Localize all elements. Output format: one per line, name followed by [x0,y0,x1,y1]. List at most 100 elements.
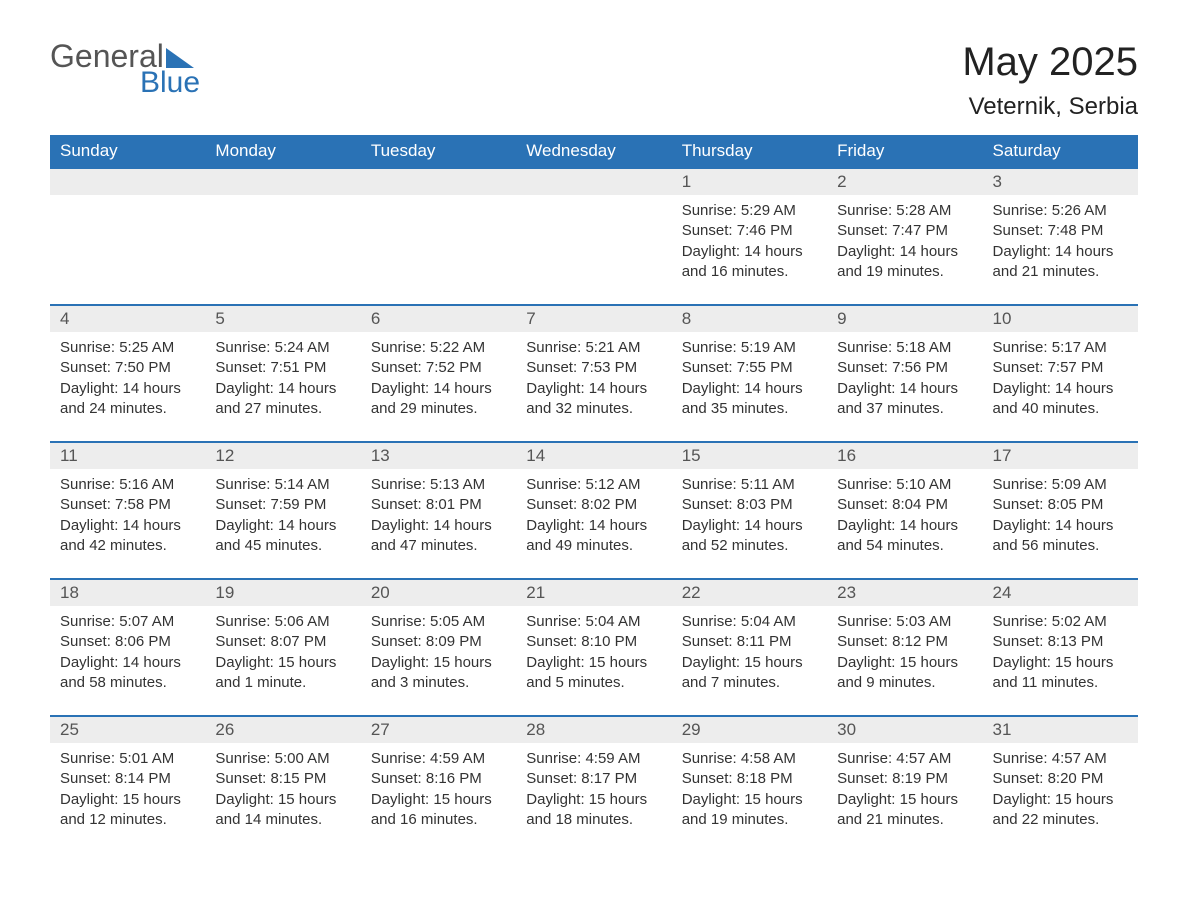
sunset-line: Sunset: 7:52 PM [371,358,506,378]
day-cell: Sunrise: 5:04 AMSunset: 8:10 PMDaylight:… [516,606,671,716]
day-cell: Sunrise: 5:17 AMSunset: 7:57 PMDaylight:… [983,332,1138,442]
day-number: 1 [672,168,827,195]
day-cell: Sunrise: 5:03 AMSunset: 8:12 PMDaylight:… [827,606,982,716]
sunset-line: Sunset: 8:11 PM [682,632,817,652]
daylight-line: Daylight: 14 hours and 16 minutes. [682,242,817,283]
sunrise-line: Sunrise: 5:21 AM [526,338,661,358]
daylight-line: Daylight: 14 hours and 24 minutes. [60,379,195,420]
empty-cell [361,195,516,305]
logo-text-bottom: Blue [50,68,200,98]
day-number: 25 [50,716,205,743]
sunrise-line: Sunrise: 5:04 AM [526,612,661,632]
weekday-header: Saturday [983,135,1138,168]
sunrise-line: Sunrise: 5:26 AM [993,201,1128,221]
day-body-row: Sunrise: 5:01 AMSunset: 8:14 PMDaylight:… [50,743,1138,852]
sunset-line: Sunset: 8:16 PM [371,769,506,789]
day-cell: Sunrise: 5:00 AMSunset: 8:15 PMDaylight:… [205,743,360,852]
sunset-line: Sunset: 8:20 PM [993,769,1128,789]
day-body-row: Sunrise: 5:25 AMSunset: 7:50 PMDaylight:… [50,332,1138,442]
month-title: May 2025 [962,40,1138,85]
sunrise-line: Sunrise: 4:59 AM [526,749,661,769]
logo-triangle-icon [166,48,194,68]
sunrise-line: Sunrise: 5:10 AM [837,475,972,495]
sunset-line: Sunset: 8:01 PM [371,495,506,515]
daylight-line: Daylight: 15 hours and 5 minutes. [526,653,661,694]
sunrise-line: Sunrise: 5:07 AM [60,612,195,632]
sunset-line: Sunset: 7:50 PM [60,358,195,378]
sunset-line: Sunset: 8:05 PM [993,495,1128,515]
weekday-header: Monday [205,135,360,168]
empty-cell [205,168,360,195]
day-cell: Sunrise: 5:04 AMSunset: 8:11 PMDaylight:… [672,606,827,716]
daylight-line: Daylight: 14 hours and 37 minutes. [837,379,972,420]
header: General Blue May 2025 Veternik, Serbia [50,40,1138,121]
day-number-row: 123 [50,168,1138,195]
daylight-line: Daylight: 14 hours and 29 minutes. [371,379,506,420]
day-number: 4 [50,305,205,332]
day-number-row: 11121314151617 [50,442,1138,469]
day-number: 16 [827,442,982,469]
daylight-line: Daylight: 15 hours and 7 minutes. [682,653,817,694]
day-number: 5 [205,305,360,332]
sunset-line: Sunset: 8:09 PM [371,632,506,652]
day-number: 17 [983,442,1138,469]
day-cell: Sunrise: 4:58 AMSunset: 8:18 PMDaylight:… [672,743,827,852]
sunset-line: Sunset: 7:51 PM [215,358,350,378]
day-number: 31 [983,716,1138,743]
calendar-table: SundayMondayTuesdayWednesdayThursdayFrid… [50,135,1138,852]
weekday-header: Thursday [672,135,827,168]
day-cell: Sunrise: 4:57 AMSunset: 8:19 PMDaylight:… [827,743,982,852]
day-cell: Sunrise: 5:16 AMSunset: 7:58 PMDaylight:… [50,469,205,579]
day-number: 3 [983,168,1138,195]
sunset-line: Sunset: 8:13 PM [993,632,1128,652]
day-number: 11 [50,442,205,469]
day-cell: Sunrise: 5:02 AMSunset: 8:13 PMDaylight:… [983,606,1138,716]
sunrise-line: Sunrise: 4:58 AM [682,749,817,769]
day-number: 14 [516,442,671,469]
sunrise-line: Sunrise: 4:59 AM [371,749,506,769]
day-cell: Sunrise: 5:07 AMSunset: 8:06 PMDaylight:… [50,606,205,716]
day-number: 29 [672,716,827,743]
sunrise-line: Sunrise: 5:03 AM [837,612,972,632]
sunrise-line: Sunrise: 5:12 AM [526,475,661,495]
daylight-line: Daylight: 14 hours and 19 minutes. [837,242,972,283]
daylight-line: Daylight: 14 hours and 49 minutes. [526,516,661,557]
sunrise-line: Sunrise: 5:14 AM [215,475,350,495]
sunrise-line: Sunrise: 5:18 AM [837,338,972,358]
day-number: 9 [827,305,982,332]
day-number-row: 18192021222324 [50,579,1138,606]
daylight-line: Daylight: 14 hours and 32 minutes. [526,379,661,420]
sunrise-line: Sunrise: 5:02 AM [993,612,1128,632]
day-body-row: Sunrise: 5:16 AMSunset: 7:58 PMDaylight:… [50,469,1138,579]
day-cell: Sunrise: 5:26 AMSunset: 7:48 PMDaylight:… [983,195,1138,305]
sunrise-line: Sunrise: 5:06 AM [215,612,350,632]
sunrise-line: Sunrise: 5:24 AM [215,338,350,358]
day-cell: Sunrise: 5:12 AMSunset: 8:02 PMDaylight:… [516,469,671,579]
weekday-header: Tuesday [361,135,516,168]
day-number: 20 [361,579,516,606]
day-cell: Sunrise: 5:06 AMSunset: 8:07 PMDaylight:… [205,606,360,716]
sunset-line: Sunset: 8:02 PM [526,495,661,515]
daylight-line: Daylight: 15 hours and 22 minutes. [993,790,1128,831]
day-cell: Sunrise: 5:10 AMSunset: 8:04 PMDaylight:… [827,469,982,579]
sunset-line: Sunset: 7:59 PM [215,495,350,515]
sunrise-line: Sunrise: 5:00 AM [215,749,350,769]
day-number-row: 25262728293031 [50,716,1138,743]
daylight-line: Daylight: 14 hours and 42 minutes. [60,516,195,557]
day-number: 8 [672,305,827,332]
day-cell: Sunrise: 4:59 AMSunset: 8:17 PMDaylight:… [516,743,671,852]
sunset-line: Sunset: 8:04 PM [837,495,972,515]
day-cell: Sunrise: 4:57 AMSunset: 8:20 PMDaylight:… [983,743,1138,852]
sunrise-line: Sunrise: 5:29 AM [682,201,817,221]
day-body-row: Sunrise: 5:29 AMSunset: 7:46 PMDaylight:… [50,195,1138,305]
day-number: 6 [361,305,516,332]
day-number: 28 [516,716,671,743]
day-number: 19 [205,579,360,606]
sunset-line: Sunset: 8:14 PM [60,769,195,789]
sunset-line: Sunset: 8:12 PM [837,632,972,652]
sunset-line: Sunset: 8:06 PM [60,632,195,652]
day-number: 15 [672,442,827,469]
day-number: 2 [827,168,982,195]
day-cell: Sunrise: 5:29 AMSunset: 7:46 PMDaylight:… [672,195,827,305]
day-cell: Sunrise: 5:21 AMSunset: 7:53 PMDaylight:… [516,332,671,442]
